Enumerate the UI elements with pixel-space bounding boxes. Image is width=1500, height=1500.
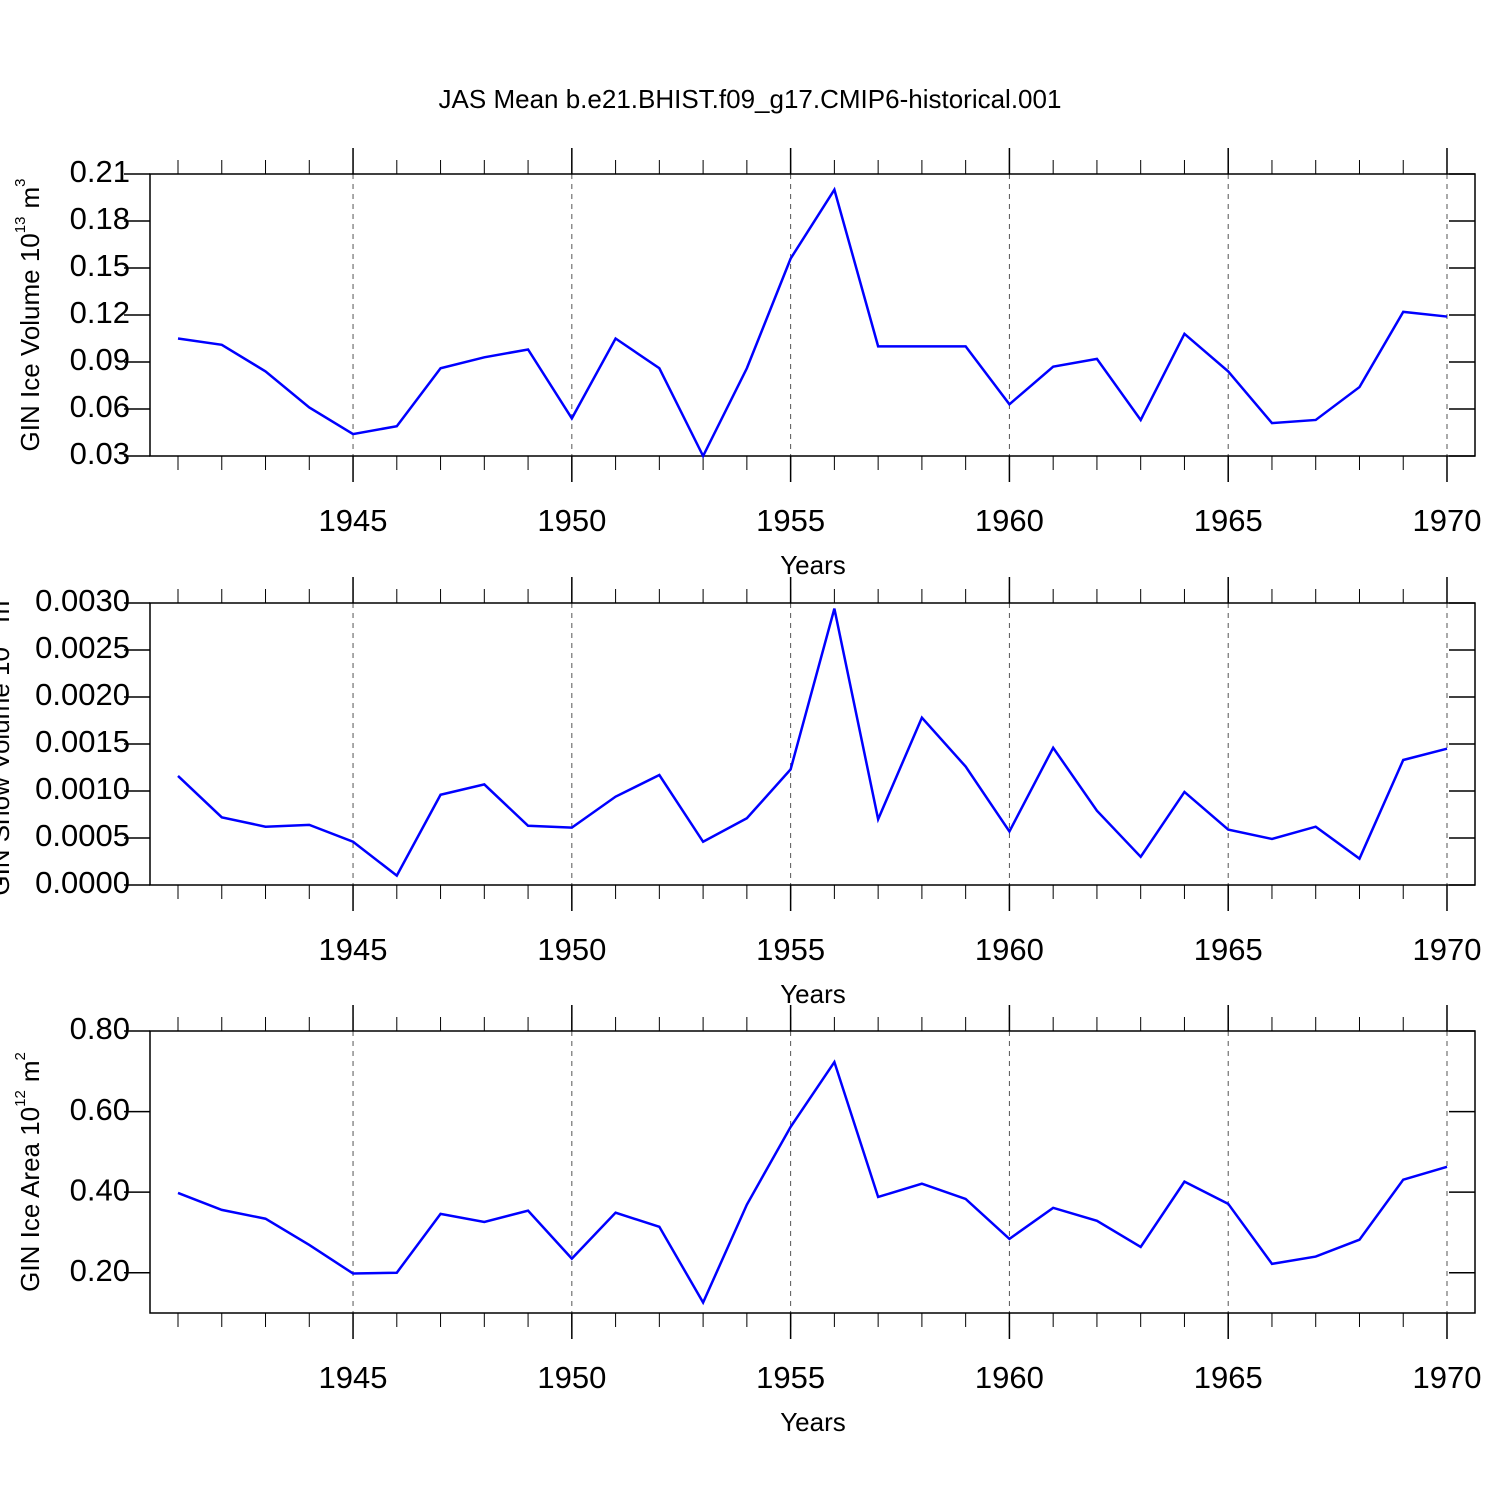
- x-tick-label: 1945: [319, 1360, 388, 1395]
- y-label-text: GIN Ice Area 10: [15, 1107, 45, 1292]
- x-tick-label: 1955: [756, 932, 825, 967]
- y-tick-label: 0.0005: [35, 818, 130, 853]
- y-tick-label: 0.06: [70, 389, 130, 424]
- x-tick-label: 1965: [1194, 503, 1263, 538]
- x-axis-label: Years: [780, 550, 846, 580]
- x-tick-label: 1970: [1413, 1360, 1482, 1395]
- y-tick-label: 0.09: [70, 342, 130, 377]
- x-tick-label: 1955: [756, 1360, 825, 1395]
- y-tick-label: 0.80: [70, 1011, 130, 1046]
- y-tick-label: 0.0020: [35, 677, 130, 712]
- y-axis-label: GIN Ice Area 1012 m2: [12, 1052, 45, 1292]
- plot-frame: [149, 173, 1476, 457]
- x-tick-label: 1945: [319, 932, 388, 967]
- x-tick-label: 1950: [537, 1360, 606, 1395]
- x-tick-label: 1960: [975, 932, 1044, 967]
- y-label-exp: 13: [12, 217, 29, 234]
- plot-frame: [149, 1030, 1476, 1314]
- y-tick-label: 0.12: [70, 295, 130, 330]
- y-label-unit: m: [15, 187, 45, 209]
- data-line: [177, 186, 1448, 459]
- y-tick-label: 0.15: [70, 248, 130, 283]
- y-tick-label: 0.0015: [35, 724, 130, 759]
- y-label-text: GIN Snow Volume 10: [0, 647, 15, 896]
- y-tick-label: 0.21: [70, 154, 130, 189]
- y-label-unit-exp: 3: [12, 179, 29, 187]
- y-tick-label: 0.03: [70, 436, 130, 471]
- y-tick-label: 0.0000: [35, 865, 130, 900]
- x-axis-label: Years: [780, 1407, 846, 1437]
- y-tick-label: 0.40: [70, 1172, 130, 1207]
- x-tick-label: 1950: [537, 503, 606, 538]
- x-tick-label: 1970: [1413, 932, 1482, 967]
- y-label-unit: m: [15, 1061, 45, 1083]
- y-tick-label: 0.0010: [35, 771, 130, 806]
- y-label-exp: 12: [12, 1090, 29, 1107]
- y-tick-label: 0.20: [70, 1253, 130, 1288]
- y-tick-label: 0.60: [70, 1092, 130, 1127]
- y-axis-label: GIN Snow Volume 1013m3: [0, 592, 15, 895]
- x-tick-label: 1965: [1194, 1360, 1263, 1395]
- plot-frame: [149, 602, 1476, 886]
- x-axis-label: Years: [780, 979, 846, 1009]
- y-tick-label: 0.18: [70, 201, 130, 236]
- x-tick-label: 1965: [1194, 932, 1263, 967]
- x-tick-label: 1960: [975, 1360, 1044, 1395]
- y-label-unit: m: [0, 601, 15, 623]
- data-line: [177, 1059, 1448, 1306]
- x-tick-label: 1960: [975, 503, 1044, 538]
- x-tick-label: 1955: [756, 503, 825, 538]
- data-line: [177, 608, 1448, 878]
- y-label-unit-exp: 2: [12, 1052, 29, 1060]
- chart-title: JAS Mean b.e21.BHIST.f09_g17.CMIP6-histo…: [439, 84, 1062, 114]
- y-tick-label: 0.0025: [35, 630, 130, 665]
- x-tick-label: 1945: [319, 503, 388, 538]
- y-axis-label: GIN Ice Volume 1013 m3: [12, 179, 45, 452]
- x-tick-label: 1970: [1413, 503, 1482, 538]
- y-tick-label: 0.0030: [35, 583, 130, 618]
- x-tick-label: 1950: [537, 932, 606, 967]
- y-label-text: GIN Ice Volume 10: [15, 233, 45, 451]
